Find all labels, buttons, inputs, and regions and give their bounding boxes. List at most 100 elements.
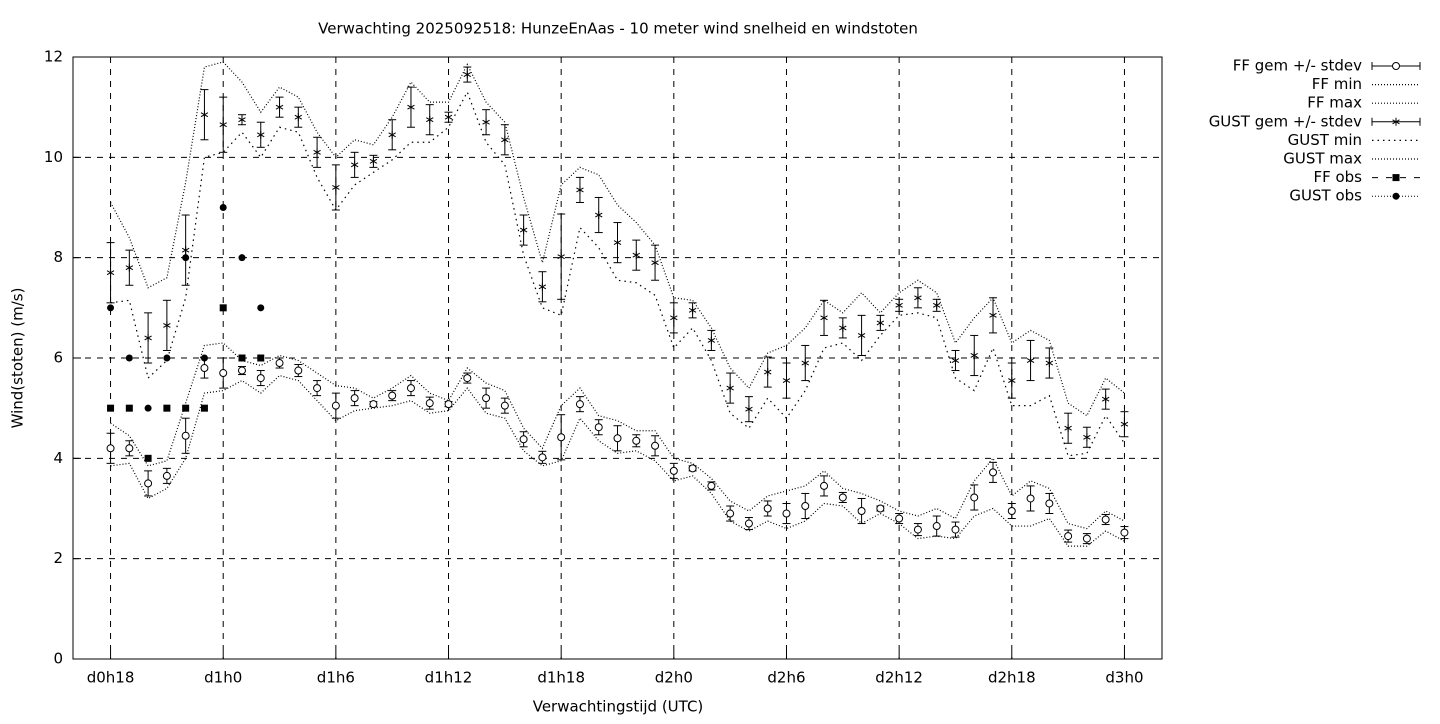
legend-label: FF obs (1313, 168, 1362, 186)
data-point (951, 525, 960, 534)
range-line (110, 90, 1125, 457)
data-point (632, 251, 641, 260)
data-point (1026, 356, 1035, 365)
x-tick-label: d0h18 (87, 669, 135, 687)
data-point (331, 401, 340, 410)
x-tick-label: d1h0 (204, 669, 242, 687)
data-point (219, 369, 228, 378)
data-point (951, 356, 960, 365)
data-point (388, 130, 396, 139)
star-stroke (745, 406, 753, 412)
data-point (406, 384, 415, 393)
data-point (651, 258, 659, 267)
star-stroke (407, 104, 415, 110)
data-point (669, 466, 678, 475)
data-point (275, 359, 284, 368)
data-point (1007, 507, 1016, 516)
data-point (1120, 528, 1129, 537)
data-point (125, 354, 133, 362)
data-point (557, 252, 565, 261)
data-point (388, 391, 397, 400)
data-point (144, 404, 152, 412)
x-tick-label: d2h12 (875, 669, 923, 687)
data-point (163, 404, 171, 412)
star-stroke (238, 117, 246, 123)
star-stroke (144, 335, 152, 341)
legend-label: FF gem +/- stdev (1233, 57, 1362, 75)
data-point (257, 354, 265, 362)
star-stroke (1101, 396, 1110, 402)
star-stroke (163, 322, 171, 328)
data-point (820, 313, 828, 322)
star-stroke (932, 302, 941, 308)
legend-marker (1392, 117, 1400, 126)
star-stroke (388, 132, 396, 138)
data-point (1045, 499, 1054, 508)
data-point (294, 366, 303, 375)
data-point (107, 304, 115, 312)
data-point (688, 464, 697, 473)
legend-marker (1392, 62, 1400, 70)
data-point (237, 366, 246, 375)
star-stroke (538, 284, 547, 290)
star-stroke (444, 114, 453, 120)
star-stroke (782, 378, 791, 384)
data-point (670, 313, 678, 322)
data-point (726, 509, 735, 518)
data-point (426, 115, 434, 124)
star-stroke (1008, 378, 1016, 384)
star-stroke (200, 112, 209, 118)
legend-marker (1392, 174, 1400, 182)
star-stroke (820, 315, 828, 321)
data-point (350, 394, 359, 403)
data-point (238, 254, 246, 262)
data-point (1120, 420, 1129, 429)
x-tick-label: d1h12 (425, 669, 473, 687)
data-point (857, 507, 866, 516)
data-point (463, 374, 472, 383)
chart-title: Verwachting 2025092518: HunzeEnAas - 10 … (318, 20, 918, 38)
star-stroke (332, 184, 340, 190)
y-tick-label: 0 (53, 650, 63, 668)
data-point (200, 364, 209, 373)
star-stroke (989, 312, 997, 318)
data-point (726, 384, 734, 393)
star-stroke (519, 227, 528, 233)
data-point (482, 394, 491, 403)
data-point (895, 301, 903, 310)
data-point (876, 504, 885, 513)
data-point (651, 441, 660, 450)
legend-label: FF min (1312, 75, 1362, 93)
y-tick-label: 6 (53, 349, 63, 367)
legend-marker (1392, 192, 1400, 200)
star-stroke (1120, 421, 1129, 427)
legend-label: GUST obs (1289, 187, 1362, 205)
data-point (970, 493, 979, 502)
y-tick-label: 8 (53, 248, 63, 266)
x-tick-label: d3h0 (1105, 669, 1143, 687)
legend-label: GUST min (1288, 131, 1362, 149)
star-stroke (369, 158, 378, 164)
data-point (125, 404, 133, 412)
data-point (1064, 532, 1073, 541)
data-point (538, 282, 547, 291)
data-point (557, 433, 566, 442)
x-tick-label: d2h18 (988, 669, 1036, 687)
x-tick-label: d2h6 (767, 669, 805, 687)
star-stroke (482, 119, 490, 125)
y-tick-label: 10 (44, 148, 63, 166)
data-point (144, 479, 153, 488)
data-point (256, 374, 265, 383)
star-stroke (181, 247, 190, 253)
data-point (745, 405, 753, 414)
data-point (294, 113, 303, 122)
star-stroke (257, 132, 265, 138)
data-point (257, 304, 265, 312)
data-point (1008, 376, 1016, 385)
star-stroke (613, 240, 622, 246)
data-point (613, 238, 622, 247)
data-point (107, 404, 115, 412)
star-stroke (275, 104, 284, 110)
data-point (707, 481, 716, 490)
data-point (182, 254, 190, 262)
